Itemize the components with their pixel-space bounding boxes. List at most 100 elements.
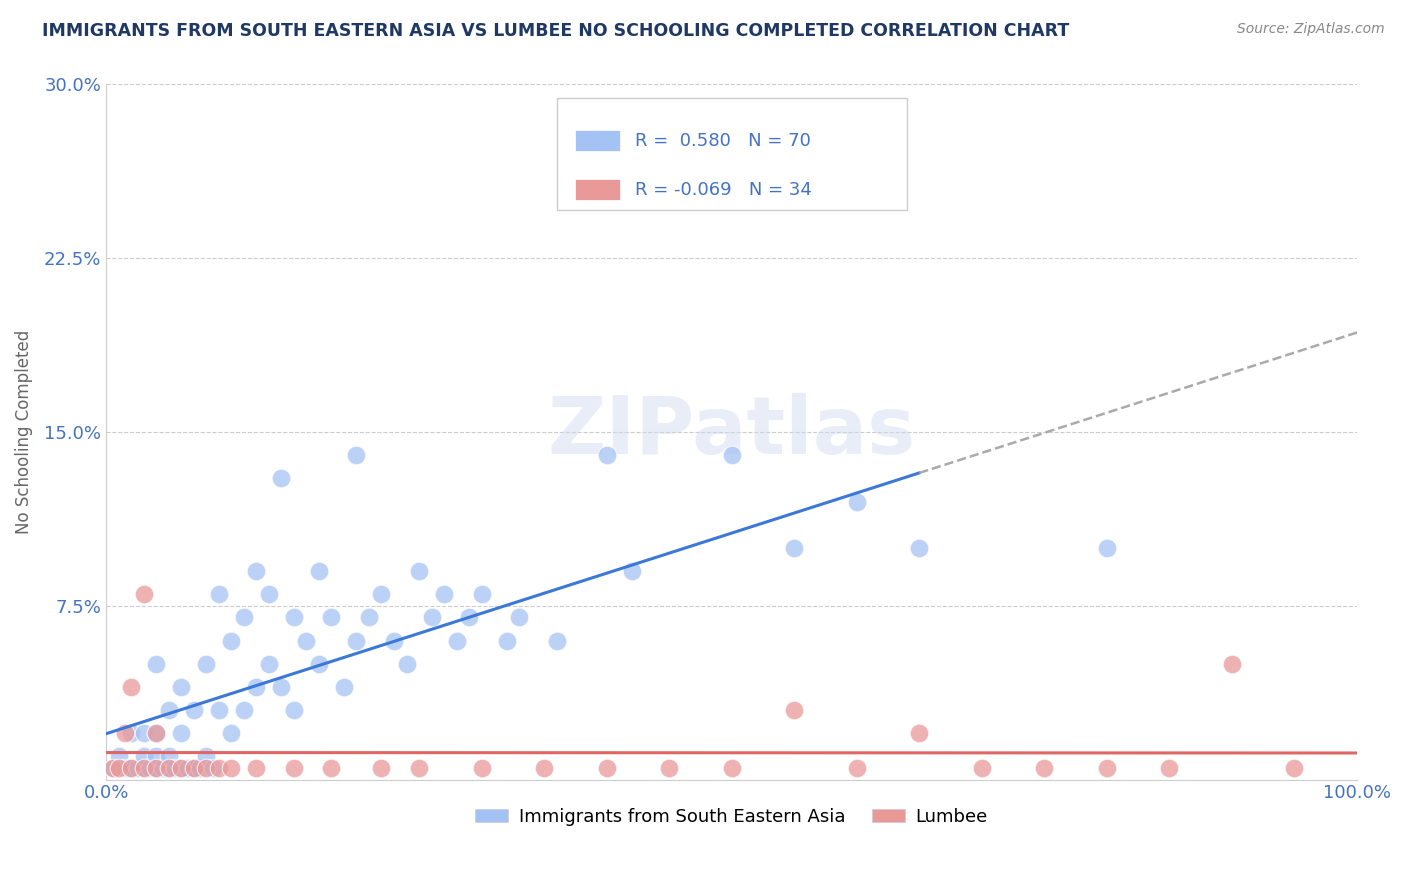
Point: [108, 749, 131, 764]
Point: [908, 726, 931, 740]
Text: IMMIGRANTS FROM SOUTH EASTERN ASIA VS LUMBEE NO SCHOOLING COMPLETED CORRELATION : IMMIGRANTS FROM SOUTH EASTERN ASIA VS LU…: [42, 22, 1070, 40]
Text: R =  0.580   N = 70: R = 0.580 N = 70: [636, 132, 811, 150]
Point: [132, 761, 155, 775]
Point: [165, 761, 187, 775]
Point: [120, 761, 142, 775]
Point: [195, 657, 218, 671]
Point: [308, 564, 330, 578]
Point: [245, 761, 267, 775]
Point: [433, 587, 456, 601]
Point: [495, 633, 517, 648]
Point: [321, 761, 343, 775]
Point: [270, 680, 292, 694]
Point: [283, 761, 305, 775]
Bar: [557, 98, 907, 210]
Point: [132, 587, 155, 601]
Point: [620, 564, 643, 578]
Point: [845, 761, 868, 775]
Point: [157, 761, 180, 775]
Point: [120, 761, 142, 775]
Point: [257, 657, 280, 671]
Point: [321, 610, 343, 624]
Point: [257, 587, 280, 601]
Point: [783, 703, 806, 717]
Point: [245, 564, 267, 578]
Point: [1095, 541, 1118, 555]
Point: [183, 703, 205, 717]
Point: [152, 761, 174, 775]
Point: [170, 680, 193, 694]
Point: [508, 610, 530, 624]
Point: [595, 448, 617, 462]
Point: [120, 680, 142, 694]
Point: [201, 761, 224, 775]
Point: [145, 761, 167, 775]
Point: [145, 761, 167, 775]
Point: [232, 703, 254, 717]
Bar: [575, 130, 620, 151]
Point: [157, 761, 180, 775]
Point: [157, 749, 180, 764]
Point: [446, 633, 468, 648]
Point: [783, 541, 806, 555]
Point: [458, 610, 481, 624]
Point: [120, 726, 142, 740]
Point: [370, 761, 392, 775]
Point: [132, 749, 155, 764]
Point: [132, 761, 155, 775]
Point: [170, 761, 193, 775]
Text: R = -0.069   N = 34: R = -0.069 N = 34: [636, 180, 813, 199]
Point: [370, 587, 392, 601]
Point: [470, 587, 492, 601]
Point: [145, 749, 167, 764]
Point: [1033, 761, 1056, 775]
Point: [145, 657, 167, 671]
Point: [395, 657, 418, 671]
Point: [720, 448, 742, 462]
Point: [195, 761, 218, 775]
Text: Source: ZipAtlas.com: Source: ZipAtlas.com: [1237, 22, 1385, 37]
Point: [195, 749, 218, 764]
Point: [1159, 761, 1181, 775]
Point: [221, 726, 243, 740]
Point: [208, 587, 231, 601]
Point: [176, 761, 198, 775]
Point: [208, 761, 231, 775]
Point: [101, 761, 124, 775]
Point: [720, 761, 742, 775]
Point: [1095, 761, 1118, 775]
Point: [270, 471, 292, 485]
Point: [188, 761, 211, 775]
Point: [470, 761, 492, 775]
Point: [132, 726, 155, 740]
Point: [221, 633, 243, 648]
Point: [145, 726, 167, 740]
Point: [139, 761, 162, 775]
Point: [295, 633, 318, 648]
Point: [145, 726, 167, 740]
Point: [533, 761, 555, 775]
Point: [283, 703, 305, 717]
Point: [346, 448, 368, 462]
Point: [208, 703, 231, 717]
Point: [546, 633, 568, 648]
Point: [970, 761, 993, 775]
Point: [420, 610, 443, 624]
Point: [908, 541, 931, 555]
Point: [658, 761, 681, 775]
Point: [333, 680, 356, 694]
Point: [382, 633, 405, 648]
Point: [114, 726, 136, 740]
Point: [114, 761, 136, 775]
Point: [408, 761, 430, 775]
Y-axis label: No Schooling Completed: No Schooling Completed: [15, 330, 32, 534]
Point: [170, 761, 193, 775]
Point: [157, 703, 180, 717]
Point: [845, 494, 868, 508]
Legend: Immigrants from South Eastern Asia, Lumbee: Immigrants from South Eastern Asia, Lumb…: [468, 801, 995, 833]
Point: [1284, 761, 1306, 775]
Point: [357, 610, 380, 624]
Text: ZIPatlas: ZIPatlas: [547, 393, 915, 471]
Point: [245, 680, 267, 694]
Point: [595, 761, 617, 775]
